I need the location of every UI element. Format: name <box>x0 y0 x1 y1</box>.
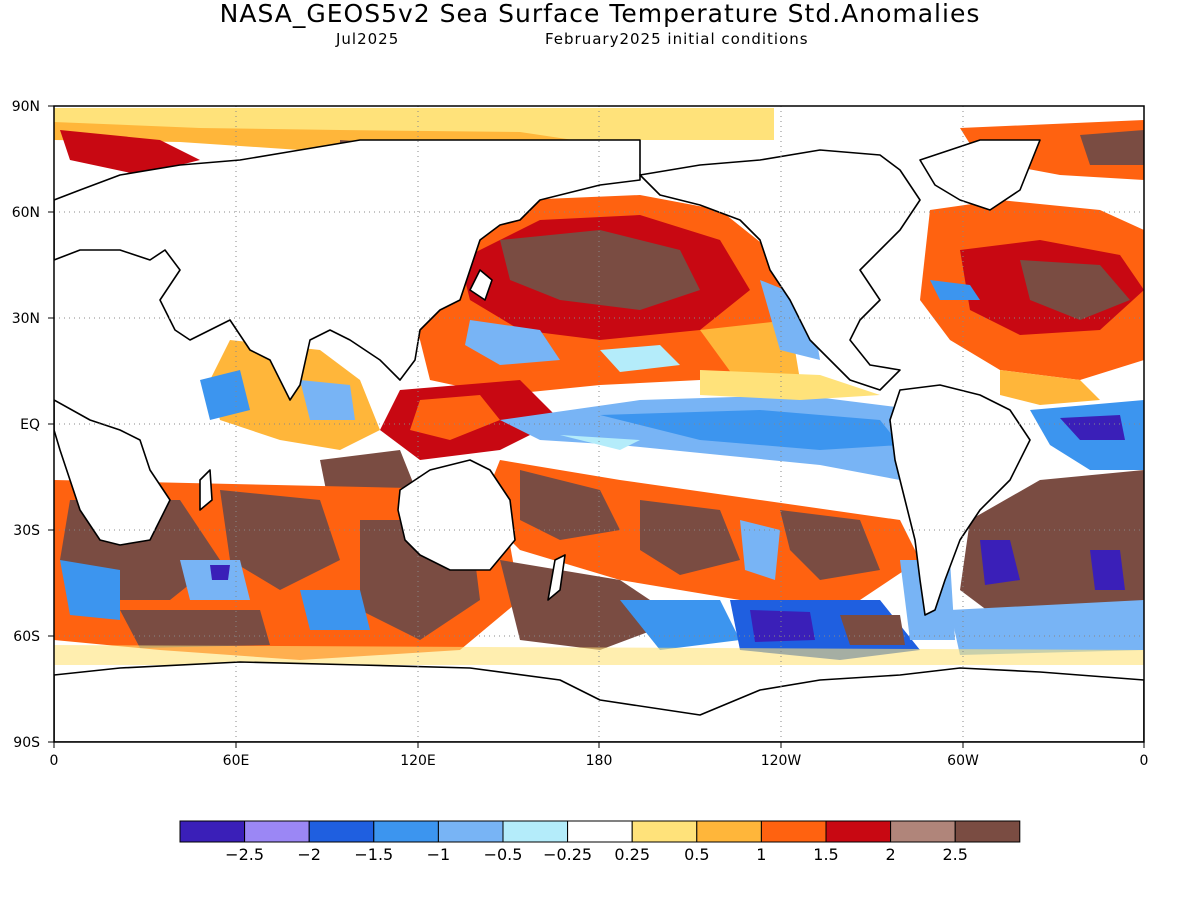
lon-tick-label: 0 <box>50 753 59 769</box>
colorbar-label: 0.5 <box>684 845 709 864</box>
map-grid <box>54 106 1144 742</box>
lon-tick-label: 120W <box>761 753 802 769</box>
colorbar-label: 2.5 <box>942 845 967 864</box>
colorbar-swatch <box>373 820 439 843</box>
lat-tick-label: 30N <box>12 311 40 327</box>
colorbar-swatch <box>437 820 504 843</box>
lon-tick-label: 180 <box>586 753 613 769</box>
colorbar-label: −0.5 <box>484 845 523 864</box>
colorbar-label: 2 <box>886 845 896 864</box>
lon-tick-label: 120E <box>400 753 436 769</box>
forecast-month: Jul2025 <box>336 30 400 48</box>
colorbar-swatch <box>244 820 310 843</box>
lon-tick-label: 60E <box>223 753 250 769</box>
lat-tick-label: 60N <box>12 205 40 221</box>
map-title: NASA_GEOS5v2 Sea Surface Temperature Std… <box>219 0 981 28</box>
colorbar-label: −1.5 <box>354 845 393 864</box>
colorbar-swatch <box>631 820 698 843</box>
colorbar-swatch <box>502 820 569 843</box>
map-plot <box>54 106 1144 742</box>
colorbar-swatch <box>954 820 1021 843</box>
colorbar-swatch <box>567 820 633 843</box>
colorbar-swatch <box>179 820 246 843</box>
colorbar-swatch <box>890 820 956 843</box>
colorbar-label: 1.5 <box>813 845 838 864</box>
colorbar-swatch <box>760 820 827 843</box>
colorbar-label: −2 <box>297 845 321 864</box>
lat-tick-label: 60S <box>13 629 40 645</box>
lat-tick-labels: 90N 60N 30N EQ 30S 60S 90S <box>12 99 40 751</box>
colorbar-swatch <box>308 820 375 843</box>
colorbar: −2.5 −2 −1.5 −1 −0.5 −0.25 0.25 0.5 1 1.5 2 2.5 <box>179 820 1021 864</box>
colorbar-label: −2.5 <box>225 845 264 864</box>
colorbar-label: −0.25 <box>543 845 592 864</box>
lon-tick-label: 60W <box>947 753 979 769</box>
colorbar-swatch <box>696 820 762 843</box>
lon-tick-label: 0 <box>1140 753 1149 769</box>
lat-tick-label: 90N <box>12 99 40 115</box>
lat-tick-label: 90S <box>13 735 40 751</box>
colorbar-label: 0.25 <box>614 845 650 864</box>
lat-tick-label: EQ <box>20 417 40 433</box>
initial-conditions: February2025 initial conditions <box>545 30 809 48</box>
colorbar-label: −1 <box>427 845 451 864</box>
lat-tick-label: 30S <box>13 523 40 539</box>
colorbar-swatch <box>825 820 892 843</box>
lon-tick-labels: 0 60E 120E 180 120W 60W 0 <box>50 753 1149 769</box>
colorbar-label: 1 <box>756 845 766 864</box>
